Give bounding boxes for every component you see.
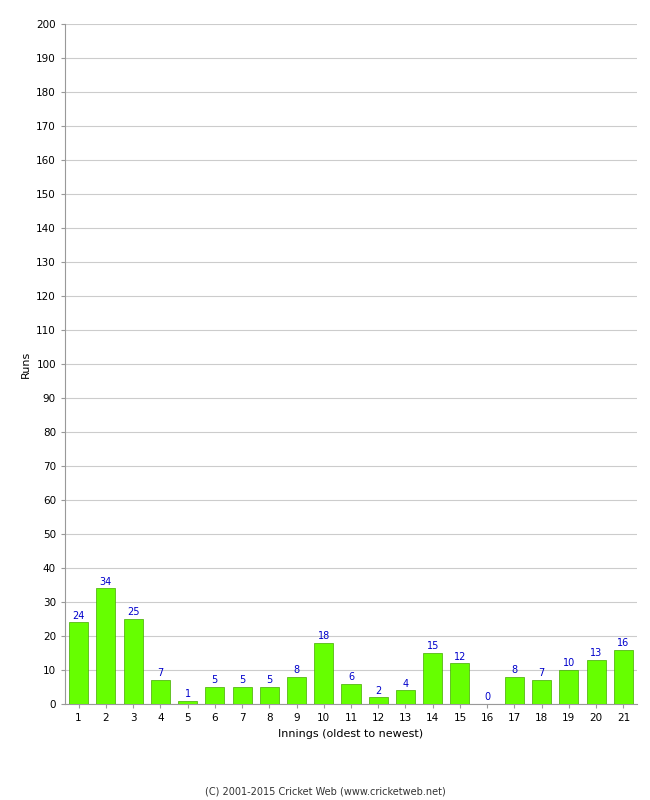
Text: 25: 25 [127, 607, 139, 618]
X-axis label: Innings (oldest to newest): Innings (oldest to newest) [278, 729, 424, 738]
Bar [505, 677, 524, 704]
Y-axis label: Runs: Runs [21, 350, 31, 378]
Text: 18: 18 [318, 631, 330, 641]
Text: (C) 2001-2015 Cricket Web (www.cricketweb.net): (C) 2001-2015 Cricket Web (www.cricketwe… [205, 786, 445, 796]
Text: 5: 5 [239, 675, 245, 686]
Text: 5: 5 [266, 675, 272, 686]
Bar [560, 670, 578, 704]
Bar [260, 687, 279, 704]
Bar [396, 690, 415, 704]
Text: 8: 8 [293, 665, 300, 675]
Text: 13: 13 [590, 648, 603, 658]
Text: 1: 1 [185, 689, 190, 699]
Text: 12: 12 [454, 651, 466, 662]
Bar [532, 680, 551, 704]
Bar [369, 697, 388, 704]
Text: 10: 10 [563, 658, 575, 668]
Bar [205, 687, 224, 704]
Bar [423, 653, 442, 704]
Text: 7: 7 [157, 669, 163, 678]
Bar [586, 660, 606, 704]
Bar [233, 687, 252, 704]
Bar [124, 619, 142, 704]
Bar [96, 589, 116, 704]
Bar [341, 683, 361, 704]
Text: 2: 2 [375, 686, 382, 695]
Text: 4: 4 [402, 678, 409, 689]
Text: 15: 15 [426, 642, 439, 651]
Bar [287, 677, 306, 704]
Text: 16: 16 [618, 638, 629, 648]
Bar [69, 622, 88, 704]
Bar [178, 701, 197, 704]
Text: 24: 24 [72, 610, 84, 621]
Text: 7: 7 [539, 669, 545, 678]
Bar [151, 680, 170, 704]
Text: 6: 6 [348, 672, 354, 682]
Text: 5: 5 [212, 675, 218, 686]
Bar [614, 650, 633, 704]
Bar [314, 643, 333, 704]
Bar [450, 663, 469, 704]
Text: 34: 34 [99, 577, 112, 586]
Text: 0: 0 [484, 692, 490, 702]
Text: 8: 8 [512, 665, 517, 675]
